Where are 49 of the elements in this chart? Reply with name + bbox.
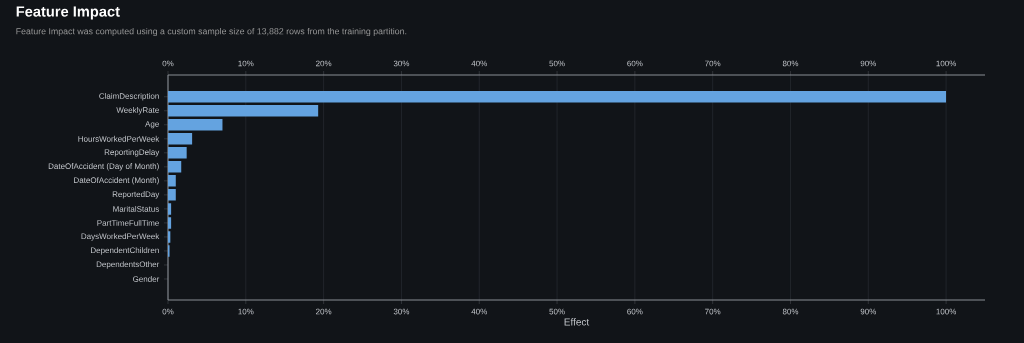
x2-tick-label: 0% bbox=[162, 60, 174, 67]
x-tick-label: 40% bbox=[471, 308, 487, 315]
x-tick-label: 20% bbox=[316, 308, 332, 315]
x2-tick-label: 40% bbox=[471, 60, 487, 67]
x-tick-label: 50% bbox=[549, 308, 565, 315]
x2-tick-label: 90% bbox=[860, 60, 877, 67]
x-tick-label: 60% bbox=[627, 308, 643, 315]
bar bbox=[168, 147, 187, 159]
x-tick-label: 70% bbox=[705, 308, 721, 315]
x-tick-label: 30% bbox=[393, 308, 410, 315]
x2-tick-label: 50% bbox=[549, 60, 565, 67]
bar bbox=[168, 203, 172, 215]
bar bbox=[168, 105, 319, 117]
x-tick-label: 80% bbox=[782, 308, 799, 315]
bar bbox=[168, 175, 176, 187]
y-tick-label: DependentChildren bbox=[91, 247, 159, 255]
x-tick-label: 100% bbox=[936, 308, 957, 315]
y-tick-label: Age bbox=[145, 121, 159, 129]
x2-tick-label: 100% bbox=[936, 60, 957, 67]
bar bbox=[168, 90, 947, 103]
bar bbox=[168, 189, 176, 201]
y-tick-label: ReportedDay bbox=[112, 191, 160, 199]
chart-subtitle: Feature Impact was computed using a custom sample size of 13,882 rows from the training partition. bbox=[16, 27, 407, 37]
bar bbox=[168, 161, 182, 173]
y-tick-label: DaysWorkedPerWeek bbox=[81, 233, 160, 241]
x2-tick-label: 30% bbox=[393, 60, 410, 67]
x-tick-label: 0% bbox=[162, 308, 174, 315]
y-tick-label: WeeklyRate bbox=[116, 107, 159, 115]
y-tick-label: DependentsOther bbox=[96, 261, 160, 269]
x2-tick-label: 10% bbox=[238, 60, 254, 67]
x-axis-title: Effect bbox=[564, 318, 590, 326]
y-tick-label: DateOfAccident (Day of Month) bbox=[48, 163, 159, 171]
y-tick-label: ReportingDelay bbox=[104, 149, 160, 157]
x2-tick-label: 70% bbox=[705, 60, 721, 67]
y-tick-label: Gender bbox=[133, 276, 160, 282]
x-tick-label: 10% bbox=[238, 308, 254, 315]
y-tick-label: DateOfAccident (Month) bbox=[74, 177, 159, 185]
bar bbox=[168, 119, 223, 131]
chart-title: Feature Impact bbox=[16, 6, 120, 20]
y-tick-label: ClaimDescription bbox=[99, 92, 159, 101]
x2-tick-label: 60% bbox=[627, 60, 643, 67]
x-tick-label: 90% bbox=[860, 308, 877, 315]
y-tick-label: HoursWorkedPerWeek bbox=[78, 135, 160, 142]
x2-tick-label: 20% bbox=[316, 60, 332, 67]
y-tick-label: MaritalStatus bbox=[113, 205, 160, 212]
bar bbox=[168, 217, 172, 229]
bar bbox=[168, 133, 193, 145]
y-tick-label: PartTimeFullTime bbox=[97, 219, 159, 226]
x2-tick-label: 80% bbox=[782, 60, 799, 67]
